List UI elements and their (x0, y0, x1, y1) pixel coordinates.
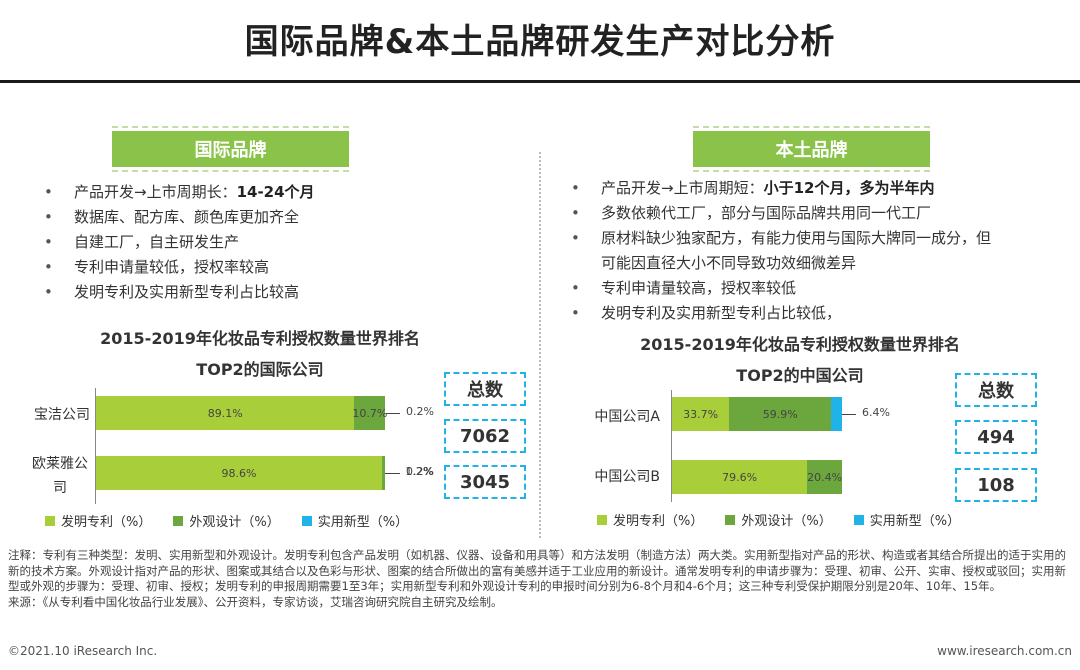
left-legend: 发明专利（%） 外观设计（%） 实用新型（%） (45, 511, 408, 530)
legend-label: 发明专利（%） (61, 515, 152, 530)
source-text: 来源：《从专利看中国化妆品行业发展》、公开资料，专家访谈，艾瑞咨询研究院自主研究… (8, 594, 503, 609)
center-divider (539, 152, 541, 538)
bullet-text: 原材料缺少独家配方，有能力使用与国际大牌同一成分，但 (601, 229, 992, 247)
legend-swatch (173, 515, 184, 526)
note-text: 注释：专利有三种类型：发明、实用新型和外观设计。发明专利包含产品发明（如机器、仪… (8, 548, 1066, 593)
bar-segment: 79.6% (672, 460, 808, 494)
site-url: www.iresearch.com.cn (937, 644, 1072, 658)
legend-swatch (597, 514, 607, 525)
copyright: ©2021.10 iResearch Inc. (8, 644, 158, 658)
bar-value-label: 98.6% (221, 466, 257, 480)
bullet-text: 专利申请量较高，授权率较低 (601, 279, 797, 297)
category-label: 宝洁公司 (34, 407, 90, 423)
legend-item: 外观设计（%） (173, 511, 280, 530)
legend-label: 实用新型（%） (869, 514, 961, 529)
bar-segment: 10.7% (352, 396, 388, 430)
bar-value-label: 6.4% (862, 406, 890, 419)
label-leader-line (386, 413, 400, 414)
bar-value-label: 0.2% (406, 405, 434, 418)
banner-international: 国际品牌 (112, 126, 349, 172)
bullet-item: 多数依赖代工厂，部分与国际品牌共用同一代工厂 (567, 201, 1072, 226)
total-value-box: 108 (955, 468, 1037, 502)
bar-value-label: 89.1% (207, 406, 243, 420)
total-value-box: 494 (955, 420, 1037, 454)
bullet-item: 数据库、配方库、颜色库更加齐全 (40, 205, 520, 230)
category-label-text: 欧莱雅公司 (32, 456, 88, 496)
bullet-text: 数据库、配方库、颜色库更加齐全 (74, 208, 300, 226)
bar-segment (381, 456, 386, 490)
bullet-text: 专利申请量较低，授权率较高 (74, 258, 270, 276)
international-bullets: 产品开发→上市周期长：14-24个月数据库、配方库、颜色库更加齐全自建工厂，自主… (40, 180, 520, 305)
bar-segment: 98.6% (96, 456, 382, 490)
category-label: 中国公司B (594, 469, 660, 485)
domestic-bullets: 产品开发→上市周期短：小于12个月，多为半年内多数依赖代工厂，部分与国际品牌共用… (567, 176, 1072, 326)
bullet-item: 发明专利及实用新型专利占比较低， (567, 301, 1072, 326)
title-rule (0, 80, 1080, 83)
bullet-text: 发明专利及实用新型专利占比较高 (74, 283, 300, 301)
bar-value-label: 20.4% (807, 470, 843, 484)
page-title: 国际品牌&本土品牌研发生产对比分析 (244, 22, 836, 62)
total-header-box: 总数 (955, 373, 1037, 407)
bullet-text: 产品开发→上市周期长： (74, 183, 237, 201)
legend-swatch (45, 515, 55, 526)
bullet-emphasis: 14-24个月 (236, 183, 315, 201)
bar-value-label: 33.7% (683, 407, 719, 421)
legend-label: 外观设计（%） (741, 514, 832, 529)
legend-item: 外观设计（%） (725, 510, 832, 529)
right-legend: 发明专利（%） 外观设计（%） 实用新型（%） (597, 510, 960, 529)
label-leader-line (386, 473, 400, 474)
bar-segment: 20.4% (807, 460, 842, 494)
bullet-text: 多数依赖代工厂，部分与国际品牌共用同一代工厂 (601, 204, 932, 222)
legend-item: 实用新型（%） (301, 511, 409, 530)
total-value-box: 3045 (444, 465, 526, 499)
legend-item: 发明专利（%） (45, 511, 151, 530)
left-chart-title-2: TOP2的国际公司 (196, 360, 324, 379)
chart-axis (95, 388, 96, 504)
bullet-item: 原材料缺少独家配方，有能力使用与国际大牌同一成分，但 (567, 226, 1072, 251)
legend-swatch (725, 514, 736, 525)
legend-swatch (301, 515, 312, 526)
bullet-item: 发明专利及实用新型专利占比较高 (40, 280, 520, 305)
bar-value-label: 59.9% (762, 407, 798, 421)
bar-value-label: 1.2% (405, 465, 434, 478)
left-chart-title-1: 2015-2019年化妆品专利授权数量世界排名 (100, 329, 420, 348)
bullet-text: 可能因直径大小不同导致功效细微差异 (601, 254, 857, 272)
bar-segment: 89.1% (96, 396, 355, 430)
bullet-text: 产品开发→上市周期短： (601, 179, 764, 197)
banner-domestic: 本土品牌 (693, 126, 930, 172)
bullet-item: 可能因直径大小不同导致功效细微差异 (567, 251, 1072, 276)
right-chart-title-2: TOP2的中国公司 (736, 366, 864, 385)
legend-item: 实用新型（%） (853, 510, 961, 529)
bar-segment: 33.7% (672, 397, 730, 431)
label-leader-line (842, 414, 856, 415)
bullet-item: 专利申请量较低，授权率较高 (40, 255, 520, 280)
bullet-item: 产品开发→上市周期长：14-24个月 (40, 180, 520, 205)
right-chart-title-1: 2015-2019年化妆品专利授权数量世界排名 (640, 335, 960, 354)
bar-segment: 59.9% (729, 397, 832, 431)
legend-swatch (853, 514, 864, 525)
bar-value-label: 0.2% (406, 465, 434, 478)
legend-label: 外观设计（%） (189, 515, 280, 530)
bar-segment (831, 397, 842, 431)
bullet-text: 自建工厂，自主研发生产 (74, 233, 240, 251)
footnote: 注释：专利有三种类型：发明、实用新型和外观设计。发明专利包含产品发明（如机器、仪… (8, 548, 1074, 610)
bar-value-label: 79.6% (722, 470, 758, 484)
bullet-item: 专利申请量较高，授权率较低 (567, 276, 1072, 301)
legend-item: 发明专利（%） (597, 510, 703, 529)
bullet-item: 产品开发→上市周期短：小于12个月，多为半年内 (567, 176, 1072, 201)
bullet-text: 发明专利及实用新型专利占比较低， (601, 304, 842, 322)
legend-label: 实用新型（%） (317, 515, 409, 530)
bar-value-label: 10.7% (352, 406, 388, 420)
category-label: 中国公司A (594, 409, 660, 425)
bullet-emphasis: 小于12个月，多为半年内 (763, 179, 935, 197)
legend-label: 发明专利（%） (613, 514, 704, 529)
bullet-item: 自建工厂，自主研发生产 (40, 230, 520, 255)
total-value-box: 7062 (444, 419, 526, 453)
chart-axis (671, 390, 672, 502)
category-label: 欧莱雅公司 (8, 452, 90, 500)
total-header-box: 总数 (444, 372, 526, 406)
